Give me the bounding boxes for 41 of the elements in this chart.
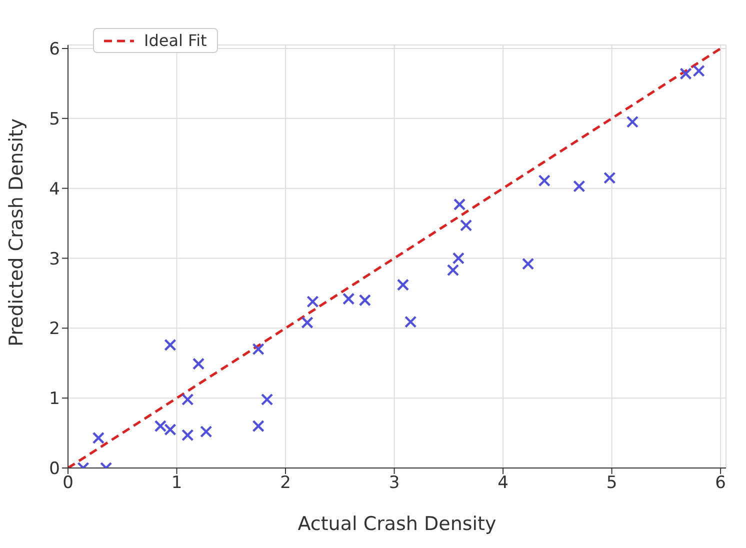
point: [260, 393, 274, 406]
x-tick-label: 6: [715, 473, 726, 494]
point: [538, 174, 550, 187]
point: [252, 343, 264, 356]
point: [522, 258, 534, 270]
y-tick-label: 3: [49, 249, 60, 270]
point: [626, 116, 639, 128]
y-tick-label: 0: [49, 459, 60, 480]
point: [182, 393, 194, 406]
point: [342, 292, 355, 305]
x-tick-label: 1: [171, 473, 182, 494]
point: [164, 338, 176, 352]
point: [452, 252, 465, 264]
y-tick-label: 6: [49, 40, 60, 60]
point: [182, 429, 194, 442]
point: [604, 172, 616, 184]
x-tick-label: 4: [498, 473, 508, 494]
x-tick-label: 3: [388, 473, 400, 494]
y-axis-title: Predicted Crash Density: [6, 118, 28, 346]
point: [252, 420, 264, 432]
point: [396, 278, 410, 291]
point: [460, 219, 472, 232]
y-tick-label: 4: [49, 179, 60, 200]
point: [192, 358, 205, 370]
point: [453, 198, 466, 211]
point: [306, 295, 319, 308]
y-tick-label: 2: [49, 319, 60, 340]
point: [446, 264, 460, 276]
point: [301, 316, 314, 329]
point: [200, 426, 212, 438]
point: [358, 294, 372, 306]
y-tick-label: 5: [49, 109, 60, 130]
point: [573, 180, 586, 192]
x-tick-label: 2: [280, 473, 291, 494]
x-axis-title: Actual Crash Density: [298, 513, 496, 535]
x-tick-label: 5: [606, 473, 618, 494]
legend-label: Ideal Fit: [144, 31, 207, 50]
point: [92, 432, 105, 444]
y-tick-label: 1: [49, 389, 60, 410]
point: [404, 316, 417, 328]
x-tick-label: 0: [62, 473, 74, 494]
